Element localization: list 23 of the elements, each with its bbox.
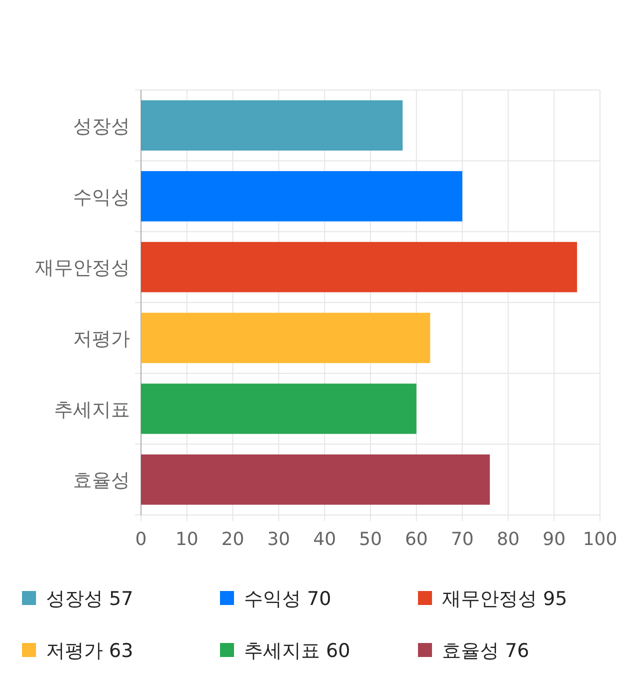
x-tick-label: 60: [404, 529, 428, 550]
y-tick-label: 성장성: [73, 115, 130, 138]
x-tick-label: 0: [135, 529, 147, 550]
x-tick-label: 30: [267, 529, 290, 550]
x-tick-label: 40: [313, 529, 336, 550]
x-tick-label: 20: [221, 529, 244, 550]
y-tick-label: 수익성: [73, 186, 130, 208]
x-tick-label: 80: [496, 529, 520, 550]
y-tick-label: 추세지표: [54, 398, 130, 421]
legend-label: 재무안정성 95: [442, 588, 568, 610]
legend-label: 효율성 76: [442, 640, 530, 662]
legend-label: 저평가 63: [46, 640, 134, 662]
legend-label: 추세지표 60: [244, 640, 350, 662]
y-tick-label: 효율성: [73, 470, 130, 492]
x-tick-label: 100: [582, 529, 618, 550]
x-tick-label: 10: [175, 529, 198, 550]
y-tick-label: 저평가: [73, 328, 130, 350]
legend-label: 성장성 57: [46, 588, 134, 610]
x-tick-label: 90: [542, 529, 566, 550]
legend-label: 수익성 70: [244, 588, 332, 610]
x-tick-label: 50: [359, 529, 382, 550]
x-tick-label: 70: [450, 529, 474, 550]
y-tick-label: 재무안정성: [35, 257, 130, 280]
